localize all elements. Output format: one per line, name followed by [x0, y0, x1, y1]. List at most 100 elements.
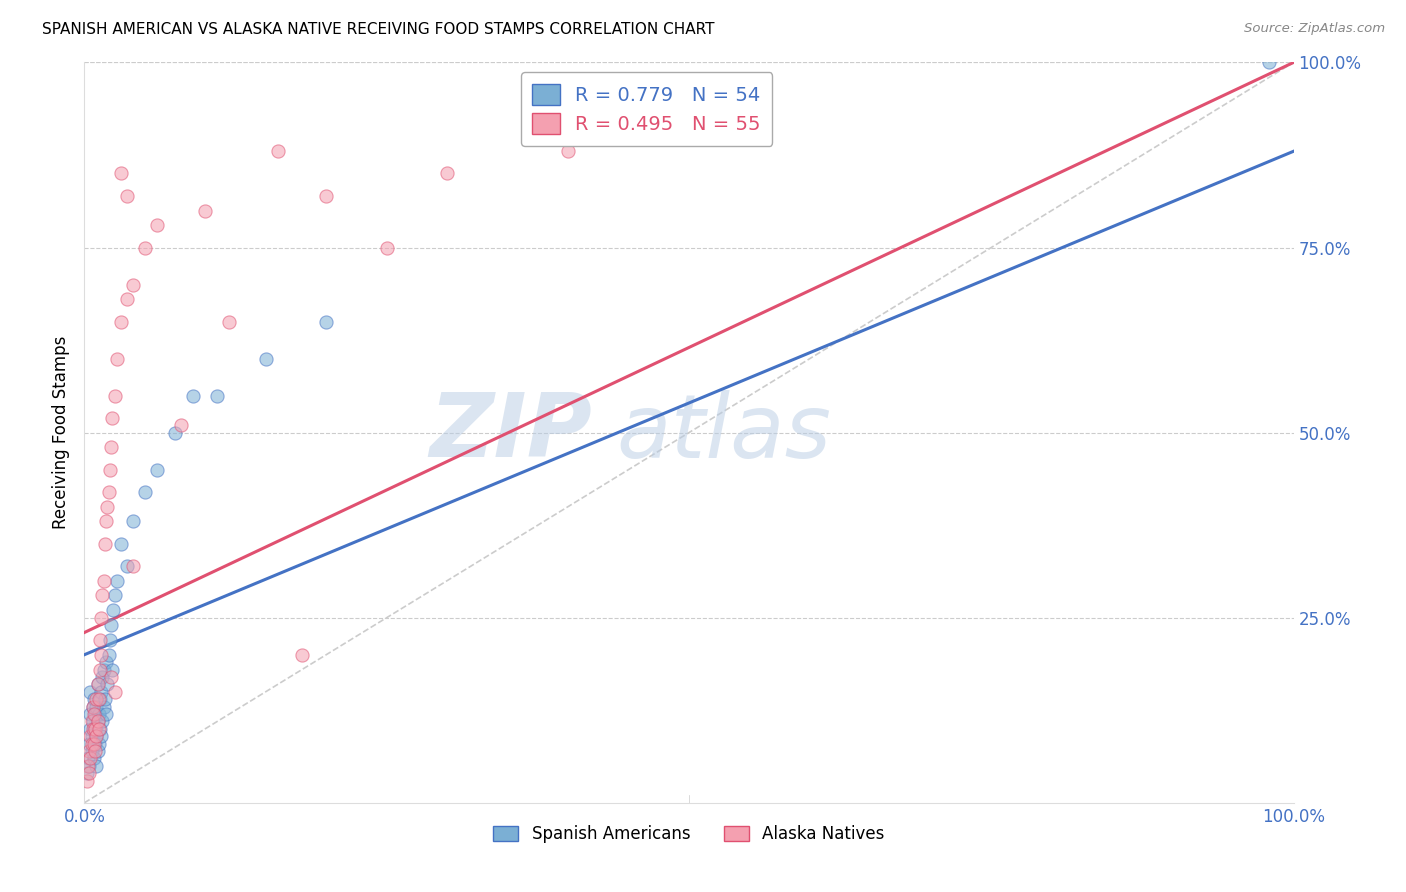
Point [79, 751, 101, 765]
Point [94, 692, 117, 706]
Point [86, 677, 108, 691]
Point [134, 484, 156, 499]
Point [80, 714, 103, 729]
Point [91, 589, 114, 603]
Point [79, 722, 101, 736]
Point [77, 737, 100, 751]
Point [89, 692, 111, 706]
Point [93, 574, 115, 588]
Point [101, 410, 124, 425]
Point [94, 515, 117, 529]
Point [83, 722, 105, 736]
Point [115, 293, 138, 307]
Point [90, 610, 112, 624]
Point [83, 737, 105, 751]
Point [557, 145, 579, 159]
Point [96, 500, 118, 514]
Point [254, 351, 277, 366]
Point [86, 758, 108, 772]
Point [110, 314, 132, 328]
Y-axis label: Receiving Food Stamps: Receiving Food Stamps [52, 336, 70, 529]
Point [121, 277, 143, 292]
Point [110, 536, 132, 550]
Point [165, 425, 187, 440]
Point [121, 515, 143, 529]
Point [86, 744, 108, 758]
Point [678, 129, 700, 144]
Point [100, 441, 122, 455]
Point [101, 663, 124, 677]
Point [375, 240, 398, 255]
Point [146, 219, 169, 233]
Point [82, 699, 104, 714]
Point [105, 574, 128, 588]
Point [90, 729, 112, 743]
Point [87, 706, 110, 721]
Point [1258, 55, 1281, 70]
Point [84, 737, 107, 751]
Point [104, 388, 127, 402]
Point [89, 663, 111, 677]
Point [86, 714, 108, 729]
Point [100, 670, 122, 684]
Point [104, 589, 127, 603]
Point [94, 536, 117, 550]
Point [87, 692, 110, 706]
Text: SPANISH AMERICAN VS ALASKA NATIVE RECEIVING FOOD STAMPS CORRELATION CHART: SPANISH AMERICAN VS ALASKA NATIVE RECEIV… [42, 22, 714, 37]
Point [84, 722, 107, 736]
Point [82, 722, 104, 736]
Point [79, 685, 101, 699]
Point [315, 314, 337, 328]
Point [79, 729, 101, 743]
Point [103, 603, 125, 617]
Point [80, 729, 103, 743]
Point [82, 714, 104, 729]
Point [97, 648, 120, 662]
Point [207, 388, 229, 402]
Point [76, 773, 98, 788]
Point [96, 677, 118, 691]
Point [89, 632, 111, 647]
Point [84, 744, 107, 758]
Point [91, 670, 114, 684]
Point [76, 766, 98, 780]
Point [83, 692, 105, 706]
Point [146, 462, 169, 476]
Point [100, 618, 122, 632]
Point [77, 744, 100, 758]
Point [267, 145, 290, 159]
Point [84, 706, 107, 721]
Text: Source: ZipAtlas.com: Source: ZipAtlas.com [1244, 22, 1385, 36]
Point [110, 166, 132, 180]
Point [115, 188, 138, 202]
Point [98, 462, 121, 476]
Point [115, 558, 138, 573]
Point [80, 744, 103, 758]
Point [104, 685, 127, 699]
Point [98, 632, 121, 647]
Point [93, 663, 115, 677]
Point [105, 351, 128, 366]
Point [86, 729, 108, 743]
Point [436, 166, 458, 180]
Point [90, 648, 112, 662]
Point [97, 484, 120, 499]
Point [90, 685, 112, 699]
Point [86, 699, 108, 714]
Text: atlas: atlas [616, 390, 831, 475]
Point [291, 648, 314, 662]
Point [315, 188, 337, 202]
Point [87, 722, 110, 736]
Point [89, 722, 111, 736]
Point [91, 714, 114, 729]
Point [194, 203, 217, 218]
Point [94, 655, 117, 669]
Point [80, 737, 103, 751]
Point [82, 699, 104, 714]
Point [86, 729, 108, 743]
Point [86, 692, 108, 706]
Point [86, 714, 108, 729]
Point [181, 388, 204, 402]
Point [77, 758, 100, 772]
Text: ZIP: ZIP [429, 389, 592, 476]
